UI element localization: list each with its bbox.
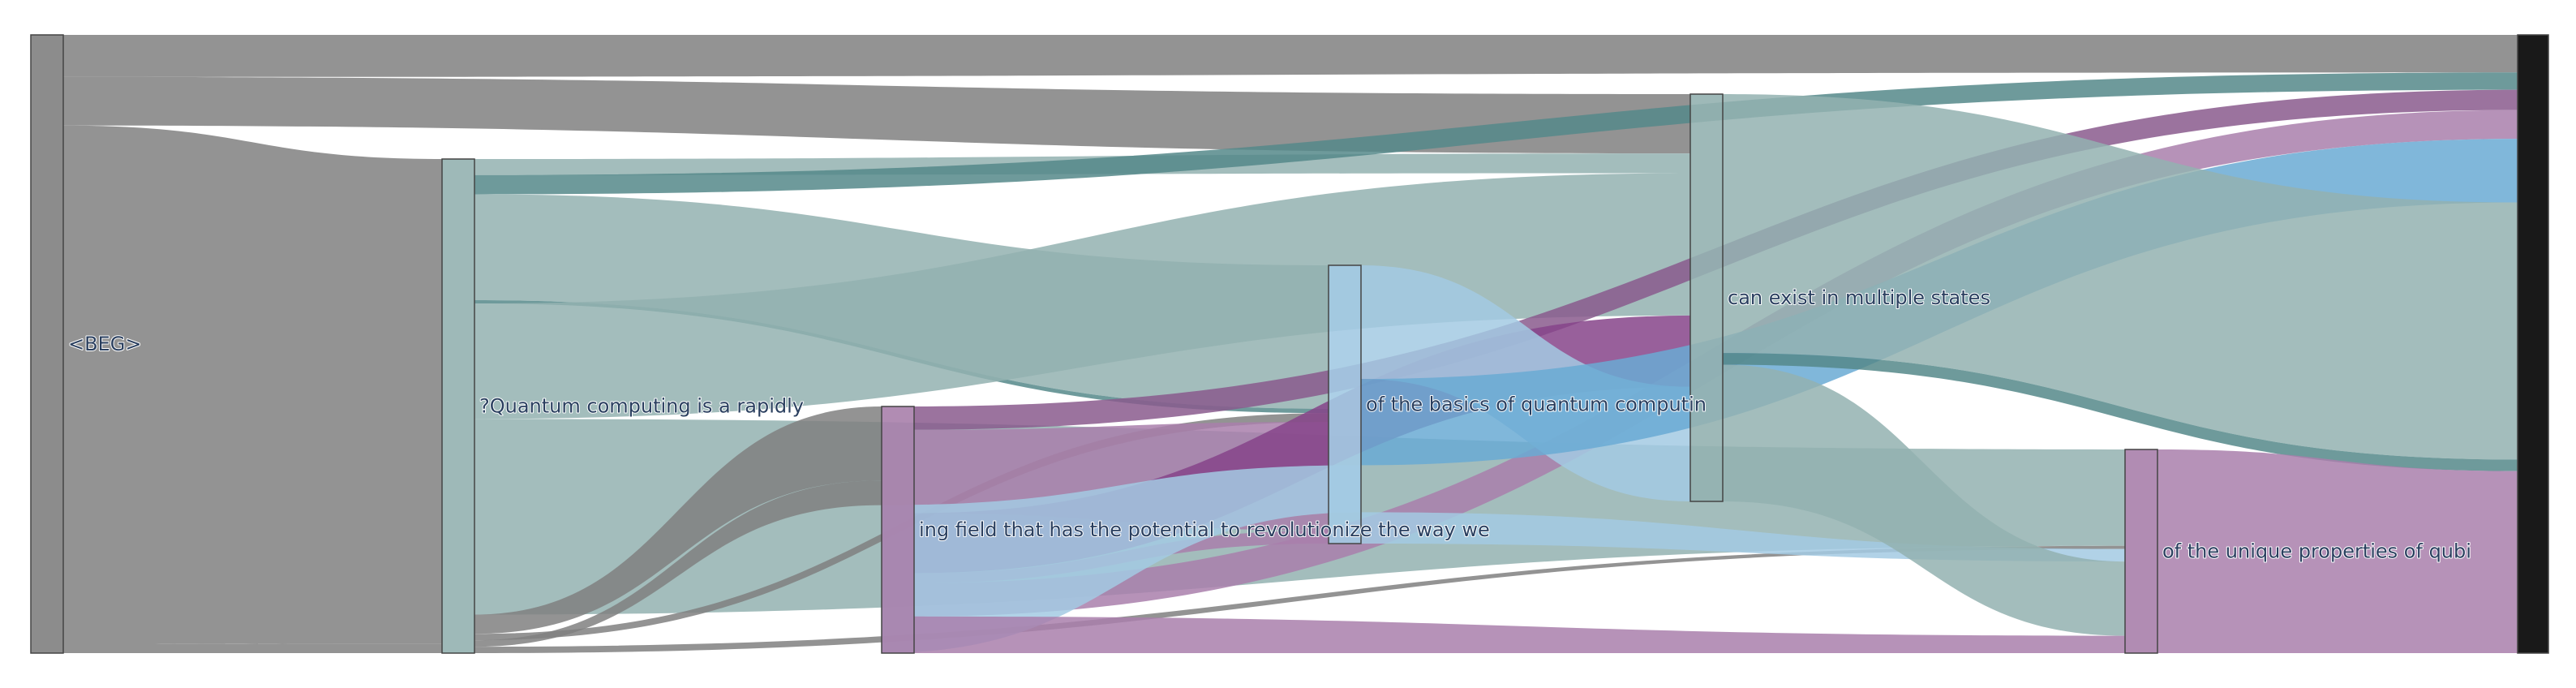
sankey-link-n1-to-n2[interactable] (474, 480, 882, 647)
sankey-link-beg-to-n1[interactable] (63, 125, 442, 644)
sankey-node-label-n4: can exist in multiple states (1728, 286, 1990, 309)
sankey-node-label-n2: ing field that has the potential to revo… (919, 518, 1490, 541)
sankey-link-n4-to-end[interactable] (1723, 94, 2518, 460)
sankey-link-n4-to-n5[interactable] (1723, 364, 2125, 636)
sankey-link-beg-to-n1[interactable] (63, 643, 442, 653)
sankey-link-n1-to-end[interactable] (474, 72, 2518, 195)
sankey-node-label-beg: <BEG> (68, 333, 141, 355)
sankey-link-n1-to-n4[interactable] (474, 173, 1690, 419)
sankey-nodes (30, 34, 2549, 654)
sankey-node-beg[interactable] (30, 34, 64, 654)
sankey-link-n2-to-n5[interactable] (914, 616, 2125, 653)
sankey-node-n5[interactable] (2124, 449, 2158, 654)
sankey-link-n1-to-n5[interactable] (474, 545, 2125, 653)
sankey-node-end[interactable] (2517, 34, 2549, 654)
sankey-node-n2[interactable] (881, 406, 915, 654)
sankey-node-label-n1: ?Quantum computing is a rapidly (479, 395, 804, 418)
sankey-labels: <BEG> ?Quantum computing is a rapidly ing … (67, 286, 2472, 564)
sankey-link-n4-to-end[interactable] (1723, 353, 2518, 471)
sankey-node-n1[interactable] (441, 158, 475, 654)
sankey-link-n3-to-n2[interactable] (882, 465, 1361, 653)
sankey-link-beg-to-end[interactable] (63, 35, 2518, 77)
sankey-link-n1-to-n2[interactable] (474, 406, 882, 634)
sankey-link-beg-to-n4[interactable] (63, 76, 1690, 154)
sankey-node-n3[interactable] (1328, 264, 1362, 544)
sankey-node-label-n5: of the unique properties of qubi (2162, 540, 2471, 563)
sankey-node-label-n3: of the basics of quantum computin (1366, 393, 1707, 416)
sankey-node-n4[interactable] (1689, 93, 1724, 502)
sankey-link-n5-to-end[interactable] (2157, 449, 2518, 653)
